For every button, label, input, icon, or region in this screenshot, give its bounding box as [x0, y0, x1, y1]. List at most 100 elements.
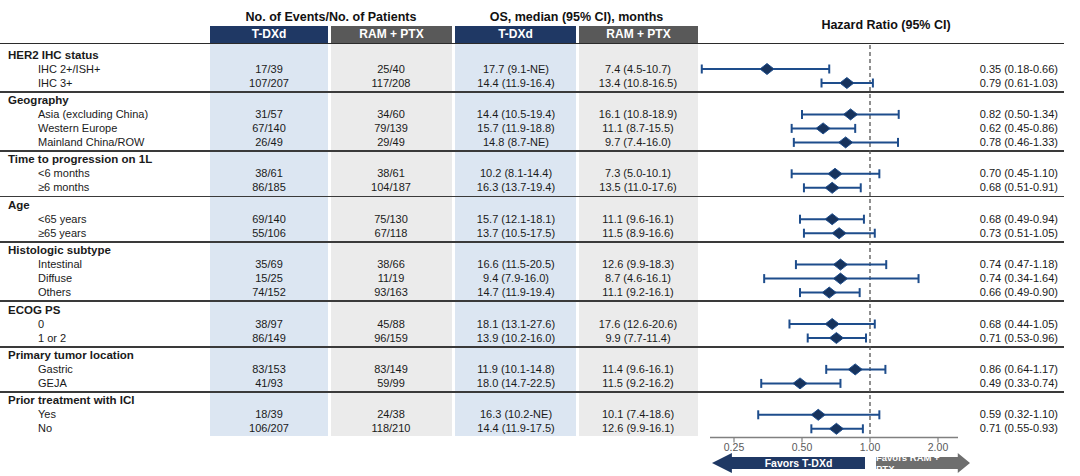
- cell-os-ram: 17.6 (12.6-20.6): [580, 318, 696, 331]
- hr-point-diamond: [833, 259, 847, 270]
- cell-events-tdxd: 31/57: [212, 108, 326, 121]
- hr-point-diamond: [840, 78, 854, 89]
- hr-point-diamond: [829, 423, 843, 434]
- cell-os-tdxd: 14.4 (11.9-17.5): [458, 422, 574, 435]
- favors-right-label: Favors RAM + PTX: [876, 452, 958, 474]
- hr-value: 0.35 (0.18-0.66): [940, 63, 1058, 76]
- subgroup-label: 0: [38, 318, 44, 331]
- hr-value: 0.49 (0.33-0.74): [940, 377, 1058, 390]
- cell-os-tdxd: 18.1 (13.1-27.6): [458, 318, 574, 331]
- subgroup-label: 1 or 2: [38, 332, 66, 345]
- axis-tick-label: 0.50: [782, 441, 822, 453]
- hr-point-diamond: [825, 214, 839, 225]
- subgroup-label: ≥6 months: [38, 181, 89, 194]
- arm-header-os-ram: RAM + PTX: [579, 26, 698, 43]
- cell-events-tdxd: 69/140: [212, 213, 326, 226]
- cell-events-tdxd: 26/49: [212, 136, 326, 149]
- cell-events-tdxd: 41/93: [212, 377, 326, 390]
- section-separator: [0, 346, 1064, 348]
- cell-os-ram: 7.4 (4.5-10.7): [580, 63, 696, 76]
- axis-tick-label: 2.00: [918, 441, 958, 453]
- arm-header-events-ram: RAM + PTX: [331, 26, 452, 43]
- cell-os-tdxd: 15.7 (11.9-18.8): [458, 122, 574, 135]
- cell-os-tdxd: 15.7 (12.1-18.1): [458, 213, 574, 226]
- cell-os-tdxd: 16.3 (13.7-19.4): [458, 181, 574, 194]
- cell-events-ram: 38/61: [334, 167, 448, 180]
- cell-os-ram: 11.1 (9.6-16.1): [580, 213, 696, 226]
- hr-point-diamond: [844, 109, 858, 120]
- os-group-header: OS, median (95% CI), months: [455, 10, 698, 24]
- section-label: Geography: [8, 94, 69, 107]
- cell-events-tdxd: 83/153: [212, 363, 326, 376]
- events-group-header: No. of Events/No. of Patients: [210, 10, 452, 24]
- subgroup-label: Yes: [38, 408, 56, 421]
- favors-left-label: Favors T-DXd: [765, 457, 833, 469]
- hr-value: 0.78 (0.46-1.33): [940, 136, 1058, 149]
- hr-value: 0.86 (0.64-1.17): [940, 363, 1058, 376]
- cell-events-tdxd: 35/69: [212, 258, 326, 271]
- subgroup-label: IHC 2+/ISH+: [38, 63, 100, 76]
- section-label: Histologic subtype: [8, 244, 111, 257]
- hr-value: 0.62 (0.45-0.86): [940, 122, 1058, 135]
- hr-point-diamond: [760, 64, 774, 75]
- hr-point-diamond: [828, 168, 842, 179]
- cell-events-tdxd: 38/61: [212, 167, 326, 180]
- cell-os-tdxd: 14.7 (11.9-19.4): [458, 286, 574, 299]
- hr-value: 0.79 (0.61-1.03): [940, 77, 1058, 90]
- subgroup-label: ≥65 years: [38, 227, 86, 240]
- hr-point-diamond: [825, 182, 839, 193]
- subgroup-label: <6 months: [38, 167, 90, 180]
- cell-events-tdxd: 38/97: [212, 318, 326, 331]
- hazard-ratio-header: Hazard Ratio (95% CI): [700, 18, 1072, 32]
- hr-value: 0.74 (0.34-1.64): [940, 272, 1058, 285]
- section-label: ECOG PS: [8, 304, 60, 317]
- cell-os-tdxd: 10.2 (8.1-14.4): [458, 167, 574, 180]
- cell-events-ram: 75/130: [334, 213, 448, 226]
- cell-os-tdxd: 16.3 (10.2-NE): [458, 408, 574, 421]
- hr-value: 0.71 (0.53-0.96): [940, 332, 1058, 345]
- hr-value: 0.66 (0.49-0.90): [940, 286, 1058, 299]
- cell-events-tdxd: 107/207: [212, 77, 326, 90]
- axis-tick-label: 1.00: [850, 441, 890, 453]
- cell-os-ram: 11.5 (9.2-16.2): [580, 377, 696, 390]
- subgroup-label: Western Europe: [38, 122, 117, 135]
- section-label: Age: [8, 199, 30, 212]
- cell-events-ram: 29/49: [334, 136, 448, 149]
- cell-events-ram: 24/38: [334, 408, 448, 421]
- subgroup-label: Intestinal: [38, 258, 82, 271]
- section-separator: [0, 150, 1064, 152]
- cell-events-tdxd: 86/185: [212, 181, 326, 194]
- cell-events-tdxd: 106/207: [212, 422, 326, 435]
- arm-header-os-tdxd: T-DXd: [455, 26, 576, 43]
- hr-point-diamond: [832, 228, 846, 239]
- cell-os-ram: 13.5 (11.0-17.6): [580, 181, 696, 194]
- hr-value: 0.68 (0.44-1.05): [940, 318, 1058, 331]
- cell-os-ram: 11.5 (8.9-16.6): [580, 227, 696, 240]
- cell-events-tdxd: 74/152: [212, 286, 326, 299]
- hr-value: 0.68 (0.51-0.91): [940, 181, 1058, 194]
- subgroup-label: <65 years: [38, 213, 87, 226]
- section-separator: [0, 91, 1064, 93]
- cell-os-tdxd: 14.4 (10.5-19.4): [458, 108, 574, 121]
- cell-events-tdxd: 18/39: [212, 408, 326, 421]
- cell-events-tdxd: 86/149: [212, 332, 326, 345]
- subgroup-label: Gastric: [38, 363, 73, 376]
- cell-os-ram: 10.1 (7.4-18.6): [580, 408, 696, 421]
- hr-point-diamond: [848, 364, 862, 375]
- header-rule: [0, 43, 1064, 45]
- hr-value: 0.71 (0.55-0.93): [940, 422, 1058, 435]
- subgroup-label: Mainland China/ROW: [38, 136, 144, 149]
- hr-point-diamond: [811, 409, 825, 420]
- hr-value: 0.73 (0.51-1.05): [940, 227, 1058, 240]
- hr-point-diamond: [839, 137, 853, 148]
- subgroup-label: Diffuse: [38, 272, 72, 285]
- section-label: HER2 IHC status: [8, 49, 99, 62]
- cell-os-tdxd: 9.4 (7.9-16.0): [458, 272, 574, 285]
- cell-os-tdxd: 17.7 (9.1-NE): [458, 63, 574, 76]
- cell-os-ram: 12.6 (9.9-16.1): [580, 422, 696, 435]
- cell-events-tdxd: 15/25: [212, 272, 326, 285]
- subgroup-label: Others: [38, 286, 71, 299]
- cell-events-tdxd: 67/140: [212, 122, 326, 135]
- cell-events-ram: 96/159: [334, 332, 448, 345]
- cell-os-tdxd: 14.4 (11.9-16.4): [458, 77, 574, 90]
